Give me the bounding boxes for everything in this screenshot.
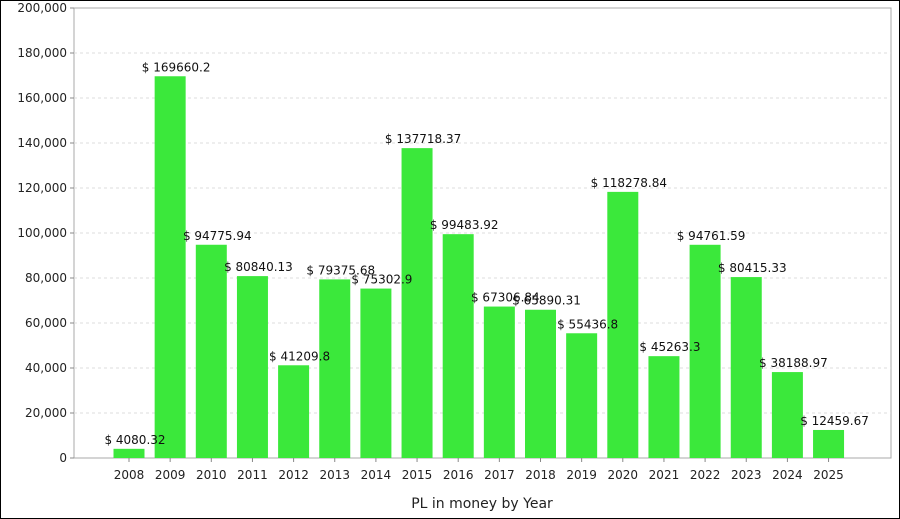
x-tick-label-2020: 2020 (608, 468, 639, 482)
y-tick-label: 60,000 (25, 316, 67, 330)
y-tick-label: 20,000 (25, 406, 67, 420)
data-label-2020: $ 118278.84 (591, 176, 667, 190)
data-label-2021: $ 45263.3 (639, 340, 700, 354)
x-tick-label-2009: 2009 (155, 468, 186, 482)
x-tick-label-2012: 2012 (278, 468, 309, 482)
bar-2011 (236, 276, 268, 458)
bar-2020 (607, 191, 639, 458)
bar-2012 (278, 365, 310, 458)
x-tick-label-2010: 2010 (196, 468, 227, 482)
x-tick-label-2016: 2016 (443, 468, 474, 482)
x-tick-label-2013: 2013 (319, 468, 350, 482)
bar-2025 (813, 429, 845, 458)
data-label-2022: $ 94761.59 (677, 229, 746, 243)
bar-2009 (154, 76, 186, 458)
x-tick-label-2023: 2023 (731, 468, 762, 482)
bar-2010 (195, 244, 227, 458)
data-labels: $ 4080.32 $ 169660.2 $ 94775.94 $ 80840.13 $… (104, 60, 868, 447)
y-tick-label: 120,000 (17, 181, 67, 195)
data-label-2009: $ 169660.2 (142, 60, 211, 74)
bar-2021 (648, 356, 680, 458)
bar-2018 (525, 309, 556, 458)
data-label-2014: $ 75302.9 (351, 273, 412, 287)
bar-2013 (319, 279, 351, 458)
x-tick-label-2022: 2022 (690, 468, 721, 482)
bar-2008 (113, 448, 145, 458)
data-label-2011: $ 80840.13 (224, 260, 293, 274)
data-label-2012: $ 41209.8 (269, 349, 330, 363)
x-tick-label-2018: 2018 (525, 468, 556, 482)
data-label-2010: $ 94775.94 (183, 229, 252, 243)
bar-2014 (360, 288, 392, 458)
data-label-2016: $ 99483.92 (430, 218, 499, 232)
y-tick-label: 160,000 (17, 91, 67, 105)
bar-2022 (689, 244, 721, 458)
data-label-2023: $ 80415.33 (718, 261, 787, 275)
data-label-2013: $ 79375.68 (306, 263, 375, 277)
data-label-2018: $ 65890.31 (512, 294, 581, 308)
data-label-2025: $ 12459.67 (800, 414, 869, 428)
y-tick-label: 100,000 (17, 226, 67, 240)
x-tick-label-2025: 2025 (813, 468, 844, 482)
x-tick-label-2015: 2015 (402, 468, 433, 482)
x-tick-label-2017: 2017 (484, 468, 515, 482)
x-tick-label-2021: 2021 (649, 468, 680, 482)
y-tick-label: 140,000 (17, 136, 67, 150)
y-tick-label: 80,000 (25, 271, 67, 285)
bar-2024 (771, 372, 803, 458)
bar-2015 (401, 148, 433, 458)
bar-2019 (566, 333, 598, 458)
x-tick-label-2019: 2019 (566, 468, 597, 482)
y-tick-label: 200,000 (17, 1, 67, 15)
bar-2023 (730, 277, 762, 458)
x-axis-title: PL in money by Year (411, 496, 553, 512)
bar-2016 (442, 234, 474, 458)
x-tick-label-2011: 2011 (237, 468, 268, 482)
bars (113, 76, 845, 458)
data-label-2008: $ 4080.32 (104, 433, 165, 447)
y-tick-label: 40,000 (25, 361, 67, 375)
y-tick-label: 0 (59, 451, 67, 465)
data-label-2019: $ 55436.8 (557, 317, 618, 331)
data-label-2017: $ 67306.84 (471, 291, 540, 305)
y-axis: 0 20,000 40,000 60,000 80,000 100,000 120,000 1… (17, 1, 74, 465)
y-tick-label: 180,000 (17, 46, 67, 60)
bar-2017 (483, 306, 515, 458)
x-axis: 2008 2009 2010 2011 2012 2013 2014 2015 2016 2017… (114, 458, 844, 482)
x-tick-label-2014: 2014 (361, 468, 392, 482)
x-tick-label-2008: 2008 (114, 468, 145, 482)
x-tick-label-2024: 2024 (772, 468, 803, 482)
data-label-2024: $ 38188.97 (759, 356, 828, 370)
data-label-2015: $ 137718.37 (385, 132, 461, 146)
